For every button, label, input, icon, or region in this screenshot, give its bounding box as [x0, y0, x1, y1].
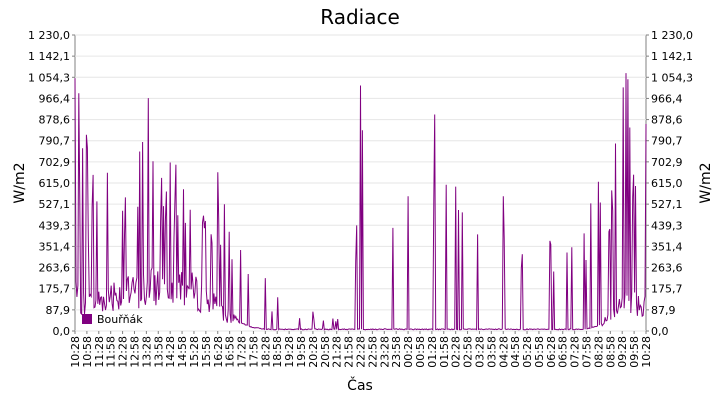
x-tick-label: 01:58 — [438, 336, 451, 368]
y-tick-label-left: 351,4 — [39, 240, 71, 253]
x-tick-label: 20:58 — [319, 336, 332, 368]
x-tick-label: 00:58 — [414, 336, 427, 368]
x-tick-label: 22:58 — [366, 336, 379, 368]
x-tick-label: 08:28 — [592, 336, 605, 368]
y-tick-label-left: 702,9 — [39, 156, 71, 169]
legend-label: Bouřňák — [97, 313, 143, 326]
y-tick-label-left: 1 142,1 — [28, 50, 70, 63]
x-tick-label: 03:28 — [473, 336, 486, 368]
x-axis-label: Čas — [347, 376, 373, 394]
y-tick-label-right: 0,0 — [651, 325, 669, 338]
x-tick-label: 06:58 — [557, 336, 570, 368]
x-tick-label: 12:28 — [117, 336, 130, 368]
x-tick-label: 02:58 — [462, 336, 475, 368]
x-tick-label: 16:58 — [224, 336, 237, 368]
chart-title: Radiace — [320, 5, 400, 29]
y-tick-label-left: 966,4 — [39, 92, 71, 105]
x-tick-label: 13:58 — [152, 336, 165, 368]
y-tick-label-right: 1 230,0 — [651, 29, 693, 42]
y-axis-label-right: W/m2 — [698, 162, 714, 203]
y-axis-label-left: W/m2 — [12, 162, 28, 203]
x-tick-label: 00:28 — [402, 336, 415, 368]
y-tick-label-right: 966,4 — [651, 92, 683, 105]
x-tick-label: 10:28 — [640, 336, 653, 368]
y-tick-label-right: 439,3 — [651, 219, 683, 232]
y-tick-label-right: 351,4 — [651, 240, 683, 253]
x-tick-label: 07:58 — [581, 336, 594, 368]
x-tick-label: 23:28 — [378, 336, 391, 368]
x-axis-ticks: 10:2810:5811:2811:5812:2812:5813:2813:58… — [69, 331, 653, 368]
x-tick-label: 14:28 — [164, 336, 177, 368]
x-tick-label: 09:28 — [616, 336, 629, 368]
x-tick-label: 02:28 — [450, 336, 463, 368]
x-tick-label: 05:58 — [533, 336, 546, 368]
x-tick-label: 15:28 — [188, 336, 201, 368]
x-tick-label: 04:58 — [509, 336, 522, 368]
x-tick-label: 19:58 — [295, 336, 308, 368]
x-tick-label: 11:58 — [105, 336, 118, 368]
series-line-bournak — [74, 73, 647, 331]
y-tick-label-right: 1 142,1 — [651, 50, 693, 63]
x-tick-label: 11:28 — [93, 336, 106, 368]
x-tick-label: 06:28 — [545, 336, 558, 368]
x-tick-label: 21:28 — [331, 336, 344, 368]
y-tick-label-left: 527,1 — [39, 198, 71, 211]
x-tick-label: 14:58 — [176, 336, 189, 368]
x-tick-label: 22:28 — [355, 336, 368, 368]
x-tick-label: 12:58 — [128, 336, 141, 368]
y-tick-label-left: 878,6 — [39, 114, 71, 127]
x-tick-label: 19:28 — [283, 336, 296, 368]
x-tick-label: 16:28 — [212, 336, 225, 368]
y-tick-label-left: 175,7 — [39, 283, 71, 296]
x-tick-label: 17:58 — [247, 336, 260, 368]
y-tick-label-right: 527,1 — [651, 198, 683, 211]
x-tick-label: 17:28 — [236, 336, 249, 368]
y-tick-label-right: 175,7 — [651, 283, 683, 296]
x-tick-label: 20:28 — [307, 336, 320, 368]
x-tick-label: 07:28 — [569, 336, 582, 368]
x-tick-label: 05:28 — [521, 336, 534, 368]
y-tick-label-left: 439,3 — [39, 219, 71, 232]
x-tick-label: 01:28 — [426, 336, 439, 368]
y-axis-right-ticks: 0,0 87,9 175,7 263,6 351,4 439,3 527,1 615,0 702… — [651, 29, 693, 338]
y-axis-left-ticks: 0,0 87,9 175,7 263,6 351,4 439,3 527,1 615,0 702… — [28, 29, 70, 338]
y-tick-label-left: 1 054,3 — [28, 71, 70, 84]
y-tick-label-left: 87,9 — [46, 304, 71, 317]
x-tick-label: 10:28 — [69, 336, 82, 368]
y-tick-label-left: 0,0 — [53, 325, 71, 338]
y-tick-label-right: 878,6 — [651, 114, 683, 127]
y-tick-label-right: 87,9 — [651, 304, 676, 317]
x-tick-label: 10:58 — [81, 336, 94, 368]
x-tick-label: 15:58 — [200, 336, 213, 368]
legend: Bouřňák — [82, 313, 143, 326]
y-tick-label-left: 615,0 — [39, 177, 71, 190]
y-tick-label-right: 1 054,3 — [651, 71, 693, 84]
y-tick-label-right: 263,6 — [651, 262, 683, 275]
y-tick-label-right: 702,9 — [651, 156, 683, 169]
y-tick-label-left: 1 230,0 — [28, 29, 70, 42]
x-tick-label: 18:28 — [259, 336, 272, 368]
x-tick-label: 09:58 — [628, 336, 641, 368]
y-tick-label-right: 615,0 — [651, 177, 683, 190]
x-tick-label: 23:58 — [390, 336, 403, 368]
x-tick-label: 03:58 — [485, 336, 498, 368]
x-tick-label: 08:58 — [604, 336, 617, 368]
y-tick-label-left: 790,7 — [39, 135, 71, 148]
x-tick-label: 13:28 — [140, 336, 153, 368]
y-tick-label-left: 263,6 — [39, 262, 71, 275]
y-tick-label-right: 790,7 — [651, 135, 683, 148]
legend-swatch — [82, 314, 92, 324]
x-tick-label: 21:58 — [343, 336, 356, 368]
x-tick-label: 04:28 — [497, 336, 510, 368]
x-tick-label: 18:58 — [271, 336, 284, 368]
